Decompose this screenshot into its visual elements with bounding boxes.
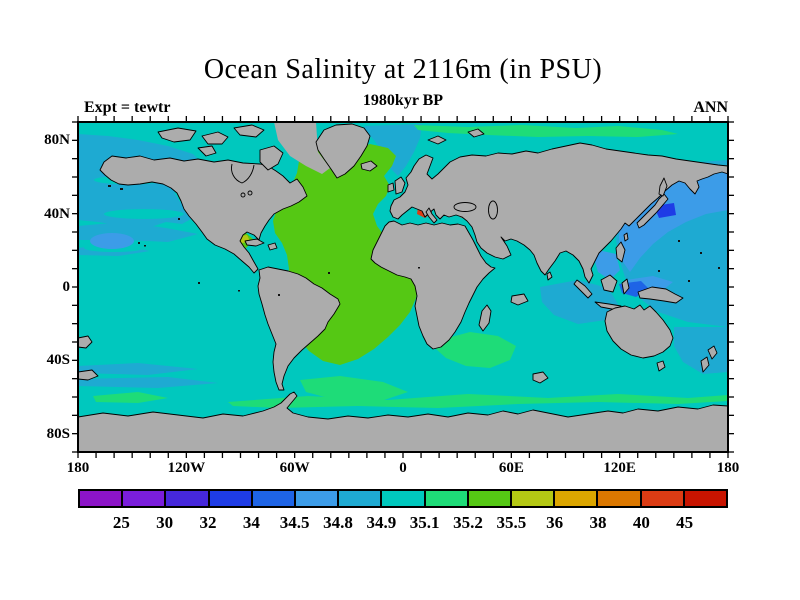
colorbar-label-32: 32 xyxy=(199,513,217,532)
colorbar-cell-12 xyxy=(598,491,642,506)
colorbar-cell-7 xyxy=(382,491,426,506)
colorbar-label-35.2: 35.2 xyxy=(453,513,483,532)
lon-label-120E-5: 120E xyxy=(603,460,636,476)
colorbar-label-34: 34 xyxy=(242,513,260,532)
land-new-zealand xyxy=(700,345,718,373)
land-north-america xyxy=(99,155,308,274)
colorbar-label-34.8: 34.8 xyxy=(323,513,353,532)
experiment-label: Expt = tewtr xyxy=(84,99,171,116)
colorbar-cell-0 xyxy=(80,491,124,506)
great-lake-outline xyxy=(240,192,246,198)
colorbar-cell-1 xyxy=(123,491,167,506)
land-antarctica xyxy=(78,391,728,452)
land-italy xyxy=(425,207,438,224)
colorbar-label-36: 36 xyxy=(546,513,564,532)
land-britain xyxy=(394,176,406,195)
land-ireland xyxy=(387,182,395,193)
great-lake-outline xyxy=(247,190,253,196)
lon-label-60W-2: 60W xyxy=(279,460,310,476)
land-madagascar xyxy=(478,304,492,332)
map-axis-ticks xyxy=(72,116,734,458)
lat-label-40S: 40S xyxy=(46,352,70,369)
lon-label-180-6: 180 xyxy=(716,460,740,476)
land-japan xyxy=(636,193,669,229)
land-caribbean-islands xyxy=(244,238,278,251)
land-sakhalin xyxy=(658,177,668,197)
lat-label-0: 0 xyxy=(62,279,71,295)
lon-label-60E-4: 60E xyxy=(498,460,524,476)
colorbar-label-35.5: 35.5 xyxy=(496,513,527,532)
colorbar-cell-5 xyxy=(296,491,340,506)
colorbar-cell-13 xyxy=(641,491,685,506)
colorbar-label-34.9: 34.9 xyxy=(366,513,397,532)
world-map-plot xyxy=(70,114,736,460)
lat-label-80N: 80N xyxy=(44,132,70,149)
lat-label-40N: 40N xyxy=(44,205,70,222)
land-eurasia xyxy=(389,142,728,284)
land-arctic-islands xyxy=(157,124,485,171)
colorbar-cell-3 xyxy=(209,491,253,506)
land-greenland xyxy=(315,123,371,179)
colorbar-cell-14 xyxy=(684,491,727,506)
caspian-sea-outline xyxy=(488,200,498,220)
colorbar-label-38: 38 xyxy=(589,513,607,532)
colorbar-label-30: 30 xyxy=(156,513,174,532)
lon-label-180-0: 180 xyxy=(66,460,90,476)
salinity-colorbar xyxy=(78,489,728,508)
black-sea-outline xyxy=(453,202,477,212)
hudson-bay-outline xyxy=(231,163,255,184)
colorbar-cell-11 xyxy=(555,491,599,506)
land-south-america xyxy=(257,266,341,391)
land-masses xyxy=(78,122,728,452)
colorbar-label-34.5: 34.5 xyxy=(279,513,310,532)
lat-label-80S: 80S xyxy=(46,425,70,442)
colorbar-cell-4 xyxy=(252,491,297,506)
colorbar-label-35.1: 35.1 xyxy=(409,513,440,532)
land-subantarctic-islands xyxy=(78,293,549,384)
salinity-map-svg xyxy=(72,116,734,458)
season-label: ANN xyxy=(693,99,728,116)
land-tasmania xyxy=(656,360,666,372)
land-sri-lanka xyxy=(546,271,553,281)
colorbar-label-45: 45 xyxy=(676,513,694,532)
colorbar-label-40: 40 xyxy=(632,513,650,532)
colorbar-cell-10 xyxy=(512,491,556,506)
colorbar-label-25: 25 xyxy=(112,513,130,532)
figure-subtitle: 1980kyr BP xyxy=(362,92,444,109)
land-baffin-bay-mask xyxy=(274,122,330,174)
land-australia xyxy=(604,304,674,359)
colorbar-cell-2 xyxy=(166,491,210,506)
colorbar-cell-6 xyxy=(339,491,383,506)
lon-label-0-3: 0 xyxy=(399,460,407,476)
page-title: Ocean Salinity at 2116m (in PSU) xyxy=(203,54,603,85)
land-africa xyxy=(370,220,496,350)
colorbar-cell-8 xyxy=(425,491,469,506)
colorbar-cell-9 xyxy=(468,491,513,506)
lon-label-120W-1: 120W xyxy=(167,460,206,476)
land-iceland xyxy=(360,160,378,172)
